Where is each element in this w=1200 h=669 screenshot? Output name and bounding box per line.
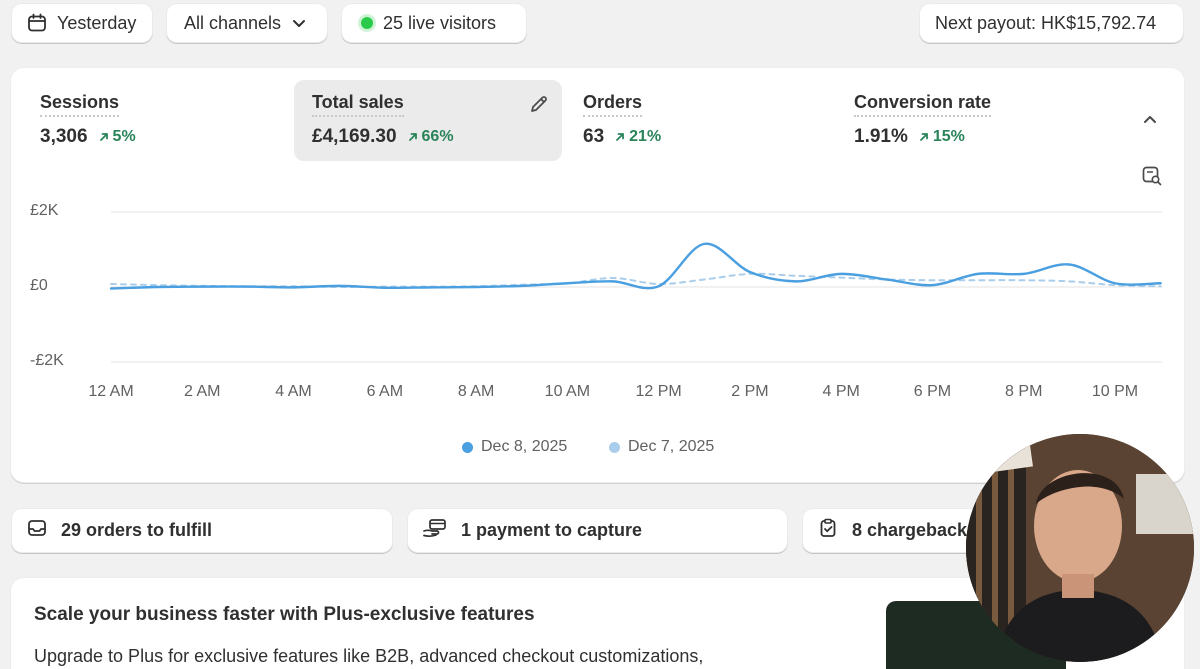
x-tick-label: 12 AM (88, 383, 134, 400)
x-tick-label: 10 PM (1091, 383, 1139, 400)
task-label: 1 payment to capture (461, 520, 643, 540)
metric-delta-value: 15% (932, 128, 965, 145)
chevron-down-icon (291, 15, 307, 31)
legend-item[interactable]: Dec 8, 2025 (462, 438, 567, 456)
presenter-webcam-overlay (966, 434, 1194, 662)
task-label: 8 chargebacks (852, 520, 978, 540)
metric-label: Conversion rate (854, 92, 992, 117)
legend-swatch (609, 441, 620, 453)
task-label: 29 orders to fulfill (61, 520, 213, 540)
promo-body: Upgrade to Plus for exclusive features l… (34, 646, 704, 666)
payment-to-capture-button[interactable]: 1 payment to capture (407, 508, 788, 553)
channel-filter-button[interactable]: All channels (166, 3, 328, 43)
chart-search-icon[interactable] (1141, 165, 1163, 192)
metric-value: £4,169.30 (312, 126, 397, 147)
x-tick-label: 2 AM (184, 383, 221, 400)
arrow-up-right-icon (616, 133, 625, 141)
date-range-button[interactable]: Yesterday (11, 3, 153, 43)
chevron-up-icon[interactable] (1141, 111, 1159, 134)
x-tick-label: 8 PM (1005, 383, 1043, 400)
x-tick-label: 10 AM (544, 383, 591, 400)
metric-delta-value: 21% (629, 128, 662, 145)
edit-pencil-icon[interactable] (528, 93, 550, 120)
live-visitors-button[interactable]: 25 live visitors (341, 3, 527, 43)
y-tick-label: -£2K (30, 352, 64, 369)
arrow-up-right-icon (99, 133, 108, 141)
next-payout-label: Next payout: HK$15,792.74 (935, 12, 1157, 33)
metric-delta: 21% (614, 128, 661, 146)
x-tick-label: 12 PM (635, 383, 682, 400)
metric-delta: 15% (918, 128, 965, 146)
x-tick-label: 4 AM (275, 383, 312, 400)
metric-delta-value: 5% (112, 128, 136, 145)
metric-label: Orders (583, 92, 643, 117)
orders-to-fulfill-button[interactable]: 29 orders to fulfill (11, 508, 393, 553)
x-tick-label: 4 PM (822, 383, 860, 400)
metric-sessions[interactable]: Sessions 3,306 5% (22, 80, 284, 161)
next-payout-button[interactable]: Next payout: HK$15,792.74 (919, 3, 1184, 43)
legend-label: Dec 8, 2025 (481, 438, 568, 455)
live-visitors-label: 25 live visitors (383, 12, 497, 33)
x-tick-label: 6 PM (913, 383, 952, 400)
live-status-dot (361, 17, 373, 29)
metric-orders[interactable]: Orders 63 21% (565, 80, 827, 161)
promo-title: Scale your business faster with Plus-exc… (34, 604, 535, 625)
legend-item[interactable]: Dec 7, 2025 (609, 438, 714, 456)
x-tick-label: 2 PM (731, 383, 769, 400)
x-tick-label: 8 AM (457, 383, 495, 400)
metric-conversion-rate[interactable]: Conversion rate 1.91% 15% (836, 80, 1098, 161)
x-tick-label: 6 AM (366, 383, 404, 400)
y-tick-label: £2K (30, 202, 59, 219)
clipboard-check-icon (818, 518, 838, 543)
arrow-up-right-icon (408, 133, 417, 141)
metric-value: 3,306 (40, 126, 88, 147)
metric-delta: 66% (407, 128, 454, 146)
inbox-icon (27, 518, 47, 543)
metric-delta-value: 66% (421, 128, 454, 145)
metric-delta: 5% (98, 128, 136, 146)
metric-label: Sessions (40, 92, 120, 117)
date-range-label: Yesterday (57, 12, 137, 33)
metric-label: Total sales (312, 92, 404, 117)
arrow-up-right-icon (919, 133, 928, 141)
metric-value: 63 (583, 126, 605, 147)
metric-total-sales[interactable]: Total sales £4,169.30 66% (294, 80, 562, 161)
y-tick-label: £0 (30, 277, 48, 294)
metric-value: 1.91% (854, 126, 908, 147)
calendar-icon (27, 13, 47, 33)
hand-payment-icon (423, 518, 447, 543)
legend-label: Dec 7, 2025 (628, 438, 715, 455)
channel-filter-label: All channels (184, 12, 282, 33)
legend-swatch (462, 441, 473, 453)
